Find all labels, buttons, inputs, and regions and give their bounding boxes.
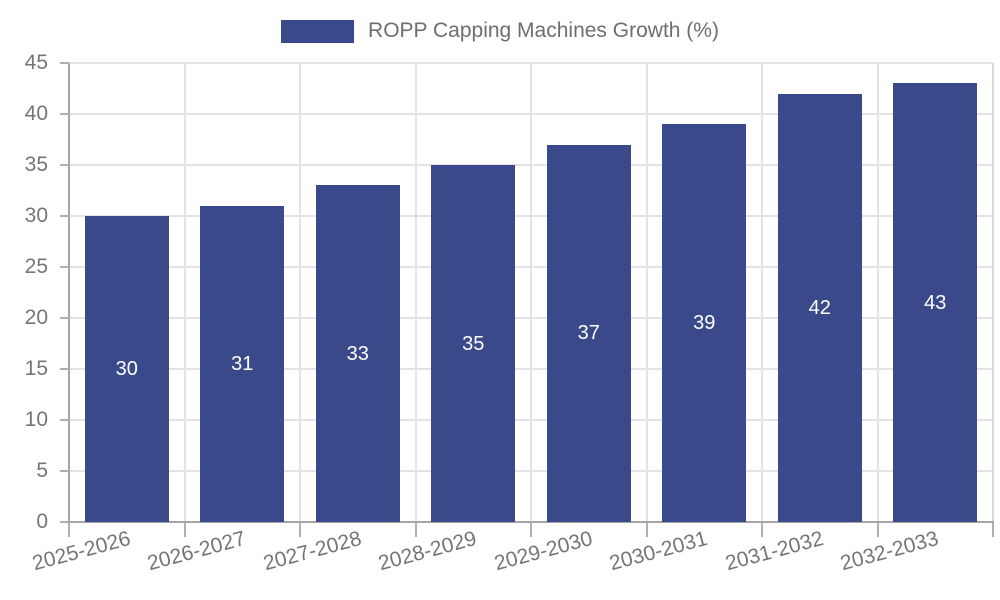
bar-value-label: 43 <box>924 291 947 314</box>
legend-label[interactable]: ROPP Capping Machines Growth (%) <box>368 19 719 42</box>
y-tick-label: 0 <box>36 510 48 533</box>
y-tick-mark <box>60 113 69 115</box>
bar[interactable] <box>84 216 169 522</box>
y-tick-label: 5 <box>36 459 48 482</box>
x-gridline <box>876 63 879 522</box>
y-tick-mark <box>60 215 69 217</box>
bar-value-label: 31 <box>231 352 254 375</box>
x-gridline <box>299 63 301 522</box>
y-tick-mark <box>60 470 69 472</box>
bar[interactable] <box>200 205 285 522</box>
y-tick-mark <box>60 164 69 166</box>
bar-value-label: 42 <box>808 296 831 319</box>
x-gridline <box>183 63 186 522</box>
bar-value-label: 35 <box>462 332 485 355</box>
x-gridline <box>414 63 417 522</box>
x-gridline <box>761 63 763 522</box>
bar[interactable] <box>662 124 747 522</box>
x-tick-mark <box>992 523 994 537</box>
y-axis-line <box>68 63 70 524</box>
y-tick-label: 10 <box>24 408 48 431</box>
legend-swatch[interactable] <box>281 19 355 43</box>
bar-value-label: 33 <box>346 342 369 365</box>
y-tick-mark <box>60 521 69 523</box>
bar[interactable] <box>431 165 516 522</box>
x-tick-mark <box>876 523 879 537</box>
bar-value-label: 30 <box>115 358 138 380</box>
legend[interactable]: ROPP Capping Machines Growth (%) <box>0 16 1000 46</box>
x-gridline <box>530 63 532 522</box>
y-tick-mark <box>60 317 69 319</box>
x-tick-mark <box>299 523 301 537</box>
bar-value-label: 39 <box>693 312 716 335</box>
x-tick-mark <box>414 523 417 537</box>
bar[interactable] <box>546 144 631 522</box>
y-tick-label: 30 <box>24 204 48 227</box>
y-tick-mark <box>60 62 69 64</box>
x-tick-mark <box>530 523 532 537</box>
y-tick-label: 15 <box>24 357 48 380</box>
bar[interactable] <box>893 83 978 522</box>
y-tick-label: 20 <box>24 306 48 329</box>
x-tick-mark <box>645 523 648 537</box>
x-tick-mark <box>183 523 186 537</box>
y-tick-label: 25 <box>24 255 48 278</box>
y-tick-mark <box>60 266 69 268</box>
y-tick-mark <box>60 368 69 370</box>
bar[interactable] <box>777 93 862 522</box>
bar-value-label: 37 <box>577 322 600 345</box>
x-gridline <box>645 63 648 522</box>
x-gridline <box>992 63 994 522</box>
x-tick-mark <box>761 523 763 537</box>
y-tick-label: 45 <box>24 51 48 74</box>
bar[interactable] <box>315 185 400 522</box>
y-tick-mark <box>60 419 69 421</box>
x-tick-mark <box>68 523 70 537</box>
y-tick-label: 35 <box>24 153 48 176</box>
y-tick-label: 40 <box>24 102 48 125</box>
x-axis-line <box>68 521 994 523</box>
